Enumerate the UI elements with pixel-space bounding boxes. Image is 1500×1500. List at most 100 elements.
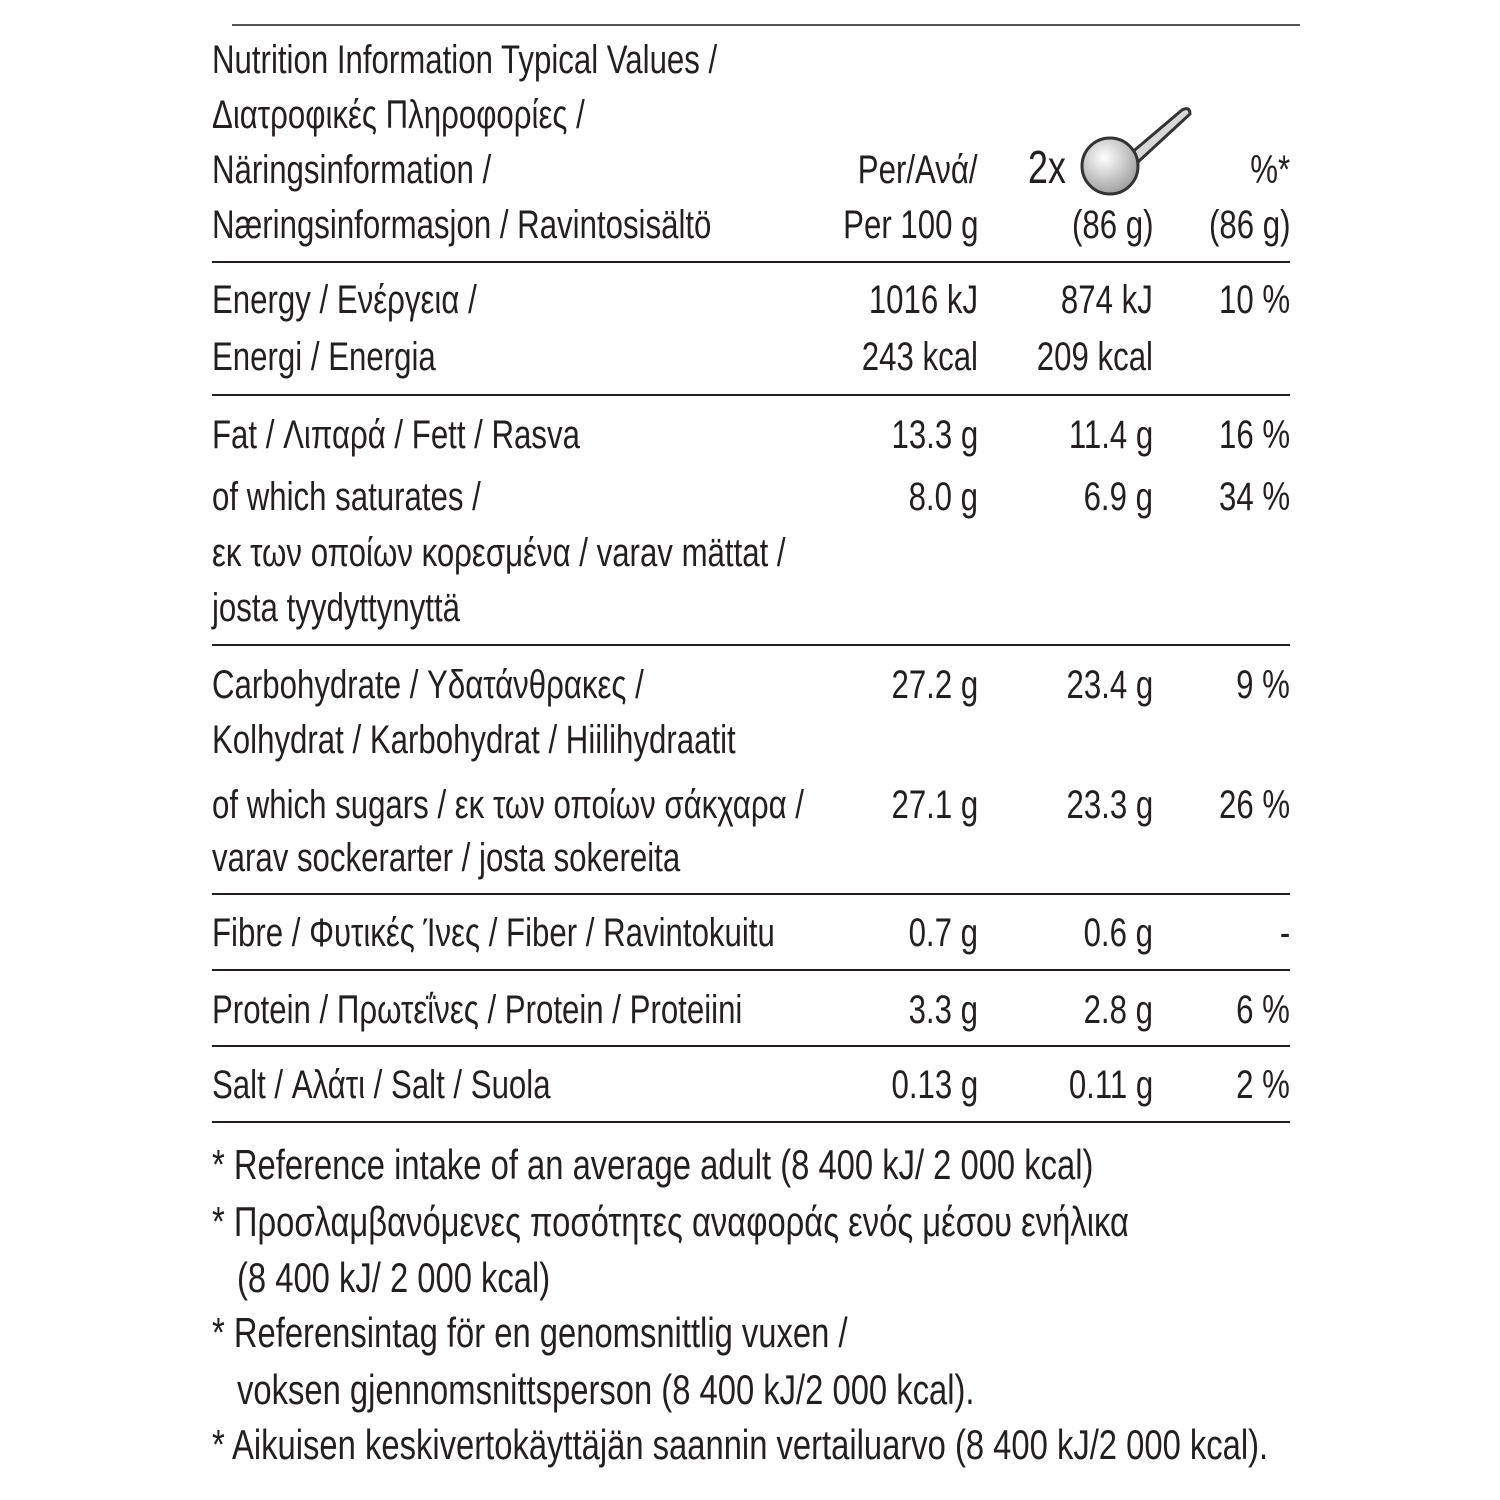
row-label: εκ των οποίων κορεσμένα / varav mättat / [212, 529, 947, 577]
value-pct: 10 % [1199, 276, 1290, 324]
footnote: * Προσλαμβανόμενες ποσότητες αναφοράς εν… [212, 1198, 1388, 1246]
column-header-serving-text: (86 g) [1071, 203, 1153, 247]
footnote: * Aikuisen keskivertokäyttäjän saannin v… [212, 1421, 1500, 1469]
value-per100: 27.2 g [867, 661, 978, 709]
value-per100-text: 27.2 g [891, 663, 978, 707]
row-rule [212, 1121, 1290, 1123]
row-rule [212, 1045, 1290, 1047]
row-label-text: Fat / Λιπαρά / Fett / Rasva [212, 413, 580, 457]
row-rule [212, 644, 1290, 646]
value-pct-text: 2 % [1236, 1063, 1290, 1107]
row-label-text: varav sockerarter / josta sokereita [212, 836, 681, 880]
value-serving: 209 kcal [1004, 333, 1153, 381]
value-per100: 0.13 g [867, 1061, 978, 1109]
column-header-per100-text: Per 100 g [842, 203, 978, 247]
row-label: Carbohydrate / Υδατάνθρακες / [212, 661, 766, 709]
row-label: varav sockerarter / josta sokereita [212, 834, 812, 882]
value-serving: 0.11 g [1045, 1061, 1153, 1109]
value-pct: 2 % [1221, 1061, 1290, 1109]
row-label: Fibre / Φυτικές Ίνες / Fiber / Ravintoku… [212, 909, 934, 957]
row-label-text: Energi / Energia [212, 335, 436, 379]
footnote-text: * Προσλαμβανόμενες ποσότητες αναφοράς εν… [212, 1198, 1129, 1245]
value-serving: 0.6 g [1064, 909, 1153, 957]
row-label-text: Kolhydrat / Karbohydrat / Hiilihydraatit [212, 718, 736, 762]
value-serving: 2.8 g [1064, 986, 1153, 1034]
row-label-text: josta tyydyttynyttä [212, 586, 460, 630]
value-pct: 26 % [1199, 781, 1290, 829]
header-title-line-text: Διατροφικές Πληροφορίες / [212, 93, 585, 137]
value-serving-text: 11.4 g [1068, 413, 1153, 457]
value-per100-text: 0.7 g [908, 911, 978, 955]
header-rule [212, 261, 1290, 263]
value-per100-text: 3.3 g [908, 988, 978, 1032]
value-pct-text: 26 % [1218, 783, 1290, 827]
value-per100: 13.3 g [867, 411, 978, 459]
value-pct-text: 34 % [1218, 475, 1290, 519]
value-per100-text: 1016 kJ [868, 278, 978, 322]
value-pct-text: 6 % [1236, 988, 1290, 1032]
footnote-text: * Aikuisen keskivertokäyttäjän saannin v… [212, 1421, 1269, 1468]
footnote: * Reference intake of an average adult (… [212, 1141, 1342, 1189]
row-label: josta tyydyttynyttä [212, 584, 530, 632]
header-title-line: Διατροφικές Πληροφορίες / [212, 91, 690, 139]
value-per100: 1016 kJ [838, 276, 978, 324]
header-title-line: Näringsinformation / [212, 146, 570, 194]
column-header-per100: Per 100 g [805, 201, 978, 249]
row-label-text: of which saturates / [212, 475, 481, 519]
row-label-text: Fibre / Φυτικές Ίνες / Fiber / Ravintoku… [212, 911, 775, 955]
header-title-line: Næringsinformasjon / Ravintosisältö [212, 201, 852, 249]
header-title-line-text: Næringsinformasjon / Ravintosisältö [212, 203, 712, 247]
row-label: Salt / Αλάτι / Salt / Suola [212, 1061, 646, 1109]
value-serving: 11.4 g [1045, 411, 1153, 459]
value-per100-text: 27.1 g [891, 783, 978, 827]
value-per100: 0.7 g [889, 909, 978, 957]
column-header-pct: (86 g) [1186, 201, 1290, 249]
value-per100-text: 0.13 g [891, 1063, 978, 1107]
value-serving-text: 0.6 g [1083, 911, 1153, 955]
value-pct-text: 16 % [1218, 413, 1290, 457]
header-title-line-text: Nutrition Information Typical Values / [212, 38, 718, 82]
footnote-text: (8 400 kJ/ 2 000 kcal) [237, 1254, 551, 1301]
row-label-text: of which sugars / εκ των οποίων σάκχαρα … [212, 783, 804, 827]
column-header-per100: Per/Ανά/ [824, 146, 978, 194]
value-pct: - [1277, 909, 1290, 957]
column-header-pct-text: %* [1250, 148, 1290, 192]
row-rule [212, 893, 1290, 895]
value-per100-text: 13.3 g [891, 413, 978, 457]
value-serving-text: 874 kJ [1061, 278, 1153, 322]
value-pct: 16 % [1199, 411, 1290, 459]
row-label-text: Salt / Αλάτι / Salt / Suola [212, 1063, 551, 1107]
serving-multiplier-text: 2x [1028, 141, 1066, 193]
row-label: Energy / Ενέργεια / [212, 276, 551, 324]
value-serving: 23.4 g [1042, 661, 1153, 709]
row-label: Protein / Πρωτεΐνες / Protein / Proteiin… [212, 986, 892, 1034]
footnote-text: * Reference intake of an average adult (… [212, 1141, 1094, 1188]
value-per100-text: 8.0 g [908, 475, 978, 519]
top-rule [232, 24, 1300, 26]
value-per100: 8.0 g [889, 473, 978, 521]
value-serving-text: 6.9 g [1083, 475, 1153, 519]
footnote: (8 400 kJ/ 2 000 kcal) [237, 1254, 639, 1302]
value-serving: 6.9 g [1064, 473, 1153, 521]
row-label: Fat / Λιπαρά / Fett / Rasva [212, 411, 684, 459]
footnote-text: * Referensintag för en genomsnittlig vux… [212, 1309, 848, 1356]
value-pct: 34 % [1199, 473, 1290, 521]
value-per100: 27.1 g [867, 781, 978, 829]
row-rule [212, 394, 1290, 396]
row-rule [212, 969, 1290, 971]
header-title-line-text: Näringsinformation / [212, 148, 492, 192]
value-pct-text: - [1279, 911, 1290, 955]
column-header-serving: (86 g) [1049, 201, 1153, 249]
value-per100: 3.3 g [889, 986, 978, 1034]
footnote-text: voksen gjennomsnittsperson (8 400 kJ/2 0… [237, 1366, 975, 1413]
header-title-line: Nutrition Information Typical Values / [212, 36, 860, 84]
value-pct-text: 10 % [1218, 278, 1290, 322]
value-serving-text: 209 kcal [1036, 335, 1153, 379]
value-per100-text: 243 kcal [861, 335, 978, 379]
row-label-text: Carbohydrate / Υδατάνθρακες / [212, 663, 644, 707]
row-label: of which saturates / [212, 473, 557, 521]
column-header-pct: %* [1239, 146, 1290, 194]
value-pct-text: 9 % [1236, 663, 1290, 707]
value-serving-text: 23.3 g [1066, 783, 1153, 827]
value-serving: 23.3 g [1042, 781, 1153, 829]
